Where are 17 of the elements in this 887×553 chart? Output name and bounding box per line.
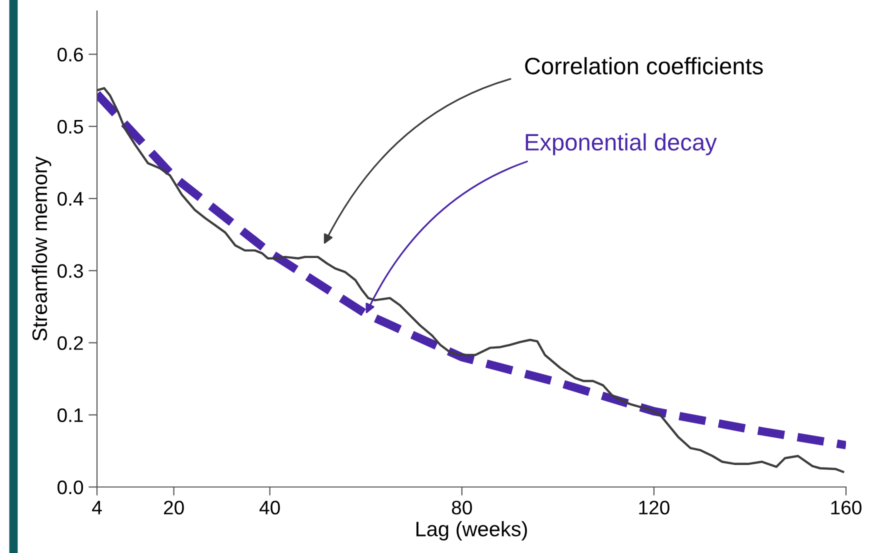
x-tick-label: 40 bbox=[259, 500, 280, 514]
x-tick-label: 20 bbox=[164, 500, 184, 514]
y-tick-label: 0.1 bbox=[58, 408, 83, 422]
x-tick-label: 4 bbox=[92, 500, 102, 514]
y-tick-label: 0.6 bbox=[58, 48, 83, 62]
text: Correlation coefficients bbox=[525, 57, 763, 74]
x-axis-title: Lag (weeks) bbox=[416, 521, 527, 541]
y-tick-label: 0.0 bbox=[58, 480, 84, 494]
text: Exponential decay bbox=[526, 133, 717, 156]
y-axis-title: Streamflow memory bbox=[32, 156, 52, 341]
x-tick-label: 160 bbox=[831, 500, 862, 514]
x-tick-label: 120 bbox=[639, 500, 670, 514]
x-tick-label: 80 bbox=[452, 500, 472, 514]
y-tick-label: 0.5 bbox=[58, 120, 83, 134]
y-tick-label: 0.2 bbox=[58, 336, 83, 350]
y-tick-label: 0.3 bbox=[58, 264, 83, 278]
y-tick-label: 0.4 bbox=[58, 192, 84, 206]
